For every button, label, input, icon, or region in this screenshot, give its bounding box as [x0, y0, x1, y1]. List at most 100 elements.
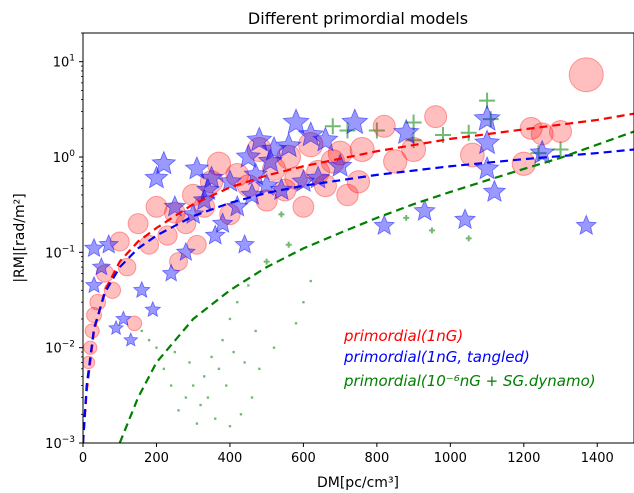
- point-primordial-1nG: [145, 195, 168, 218]
- points-layer: [83, 57, 604, 428]
- point-primordial-tangled: [235, 143, 262, 168]
- curve-primordial-tangled: [83, 148, 634, 443]
- point-primordial-tangled: [474, 155, 500, 180]
- x-tick-label: 1000: [434, 451, 467, 466]
- point-primordial-dynamo: [309, 279, 312, 283]
- point-primordial-tangled: [144, 300, 162, 318]
- point-primordial-tangled: [327, 153, 353, 177]
- point-primordial-tangled: [115, 310, 132, 327]
- point-primordial-tangled: [83, 237, 105, 258]
- point-primordial-tangled: [84, 275, 104, 294]
- point-primordial-dynamo: [294, 322, 298, 325]
- point-primordial-dynamo: [272, 346, 276, 349]
- point-primordial-dynamo: [236, 300, 239, 304]
- point-primordial-tangled: [482, 179, 507, 203]
- point-primordial-tangled: [341, 108, 369, 135]
- point-primordial-1nG: [86, 307, 103, 324]
- point-primordial-tangled: [211, 212, 234, 233]
- y-tick-label: 101: [53, 54, 75, 71]
- point-primordial-tangled: [91, 256, 112, 276]
- x-tick-label: 1400: [581, 451, 614, 466]
- point-primordial-tangled: [575, 214, 598, 236]
- point-primordial-tangled: [473, 104, 501, 131]
- point-primordial-tangled: [184, 155, 210, 180]
- point-primordial-tangled: [161, 263, 181, 282]
- point-primordial-1nG: [157, 225, 178, 246]
- y-axis: 10−3 10−2 10−1 100 101: [45, 32, 83, 452]
- point-primordial-tangled: [473, 129, 501, 155]
- point-primordial-1nG: [103, 281, 122, 299]
- point-primordial-tangled: [98, 233, 120, 254]
- point-primordial-tangled: [275, 132, 302, 158]
- point-primordial-1nG: [292, 195, 315, 218]
- point-primordial-dynamo: [552, 141, 569, 158]
- point-primordial-dynamo: [247, 284, 250, 287]
- point-primordial-dynamo: [403, 214, 410, 221]
- x-tick-label: 600: [291, 451, 316, 466]
- legend: primordial(1nG) primordial(1nG, tangled)…: [343, 327, 596, 390]
- point-primordial-tangled: [373, 214, 396, 236]
- point-primordial-dynamo: [195, 422, 199, 425]
- point-primordial-dynamo: [173, 350, 177, 354]
- x-tick-label: 0: [79, 451, 87, 466]
- point-primordial-dynamo: [278, 211, 285, 218]
- point-primordial-dynamo: [285, 241, 292, 248]
- point-primordial-tangled: [204, 224, 226, 245]
- curve-primordial-dynamo: [118, 130, 634, 443]
- y-tick-label: 100: [53, 149, 76, 166]
- point-primordial-1nG: [89, 293, 107, 311]
- point-primordial-tangled: [144, 165, 169, 189]
- point-primordial-dynamo: [243, 361, 246, 364]
- point-primordial-1nG: [349, 136, 375, 162]
- point-primordial-1nG: [83, 340, 98, 355]
- point-primordial-dynamo: [203, 375, 206, 378]
- point-primordial-dynamo: [140, 329, 143, 333]
- point-primordial-dynamo: [221, 338, 224, 342]
- curves-layer: [83, 112, 634, 443]
- point-primordial-dynamo: [460, 124, 477, 141]
- point-primordial-1nG: [127, 213, 149, 235]
- point-primordial-1nG: [181, 183, 205, 207]
- point-primordial-tangled: [413, 199, 436, 221]
- legend-entry-tangled: primordial(1nG, tangled): [343, 348, 530, 366]
- point-primordial-1nG: [83, 355, 96, 370]
- point-primordial-tangled: [234, 233, 256, 254]
- point-primordial-dynamo: [258, 367, 261, 371]
- point-primordial-dynamo: [250, 396, 254, 399]
- point-primordial-dynamo: [162, 367, 166, 371]
- point-primordial-1nG: [424, 105, 448, 129]
- point-primordial-dynamo: [147, 338, 151, 342]
- point-primordial-dynamo: [228, 425, 232, 428]
- point-primordial-1nG: [139, 234, 160, 255]
- point-primordial-dynamo: [368, 122, 385, 139]
- point-primordial-tangled: [392, 118, 420, 145]
- point-primordial-dynamo: [184, 396, 188, 399]
- chart-title: Different primordial models: [248, 9, 468, 28]
- y-tick-label: 10−3: [45, 435, 75, 452]
- point-primordial-1nG: [383, 149, 408, 174]
- point-primordial-tangled: [453, 208, 477, 230]
- plot-frame: [82, 32, 634, 444]
- point-primordial-dynamo: [217, 367, 221, 371]
- point-primordial-1nG: [401, 136, 427, 162]
- point-primordial-dynamo: [302, 300, 305, 304]
- point-primordial-dynamo: [225, 384, 228, 387]
- point-primordial-tangled: [151, 150, 177, 175]
- point-primordial-tangled: [246, 126, 273, 152]
- point-primordial-dynamo: [428, 227, 435, 234]
- point-primordial-dynamo: [232, 350, 235, 354]
- point-primordial-tangled: [257, 148, 283, 173]
- point-primordial-1nG: [336, 183, 359, 207]
- point-primordial-1nG: [568, 57, 604, 93]
- point-primordial-dynamo: [465, 235, 472, 242]
- point-primordial-dynamo: [228, 317, 232, 321]
- point-primordial-1nG: [109, 231, 130, 252]
- point-primordial-dynamo: [177, 409, 180, 412]
- point-primordial-1nG: [346, 170, 371, 194]
- point-primordial-dynamo: [263, 258, 270, 265]
- point-primordial-dynamo: [239, 413, 243, 416]
- point-primordial-dynamo: [199, 403, 202, 407]
- point-primordial-tangled: [312, 126, 339, 152]
- point-primordial-dynamo: [324, 118, 341, 135]
